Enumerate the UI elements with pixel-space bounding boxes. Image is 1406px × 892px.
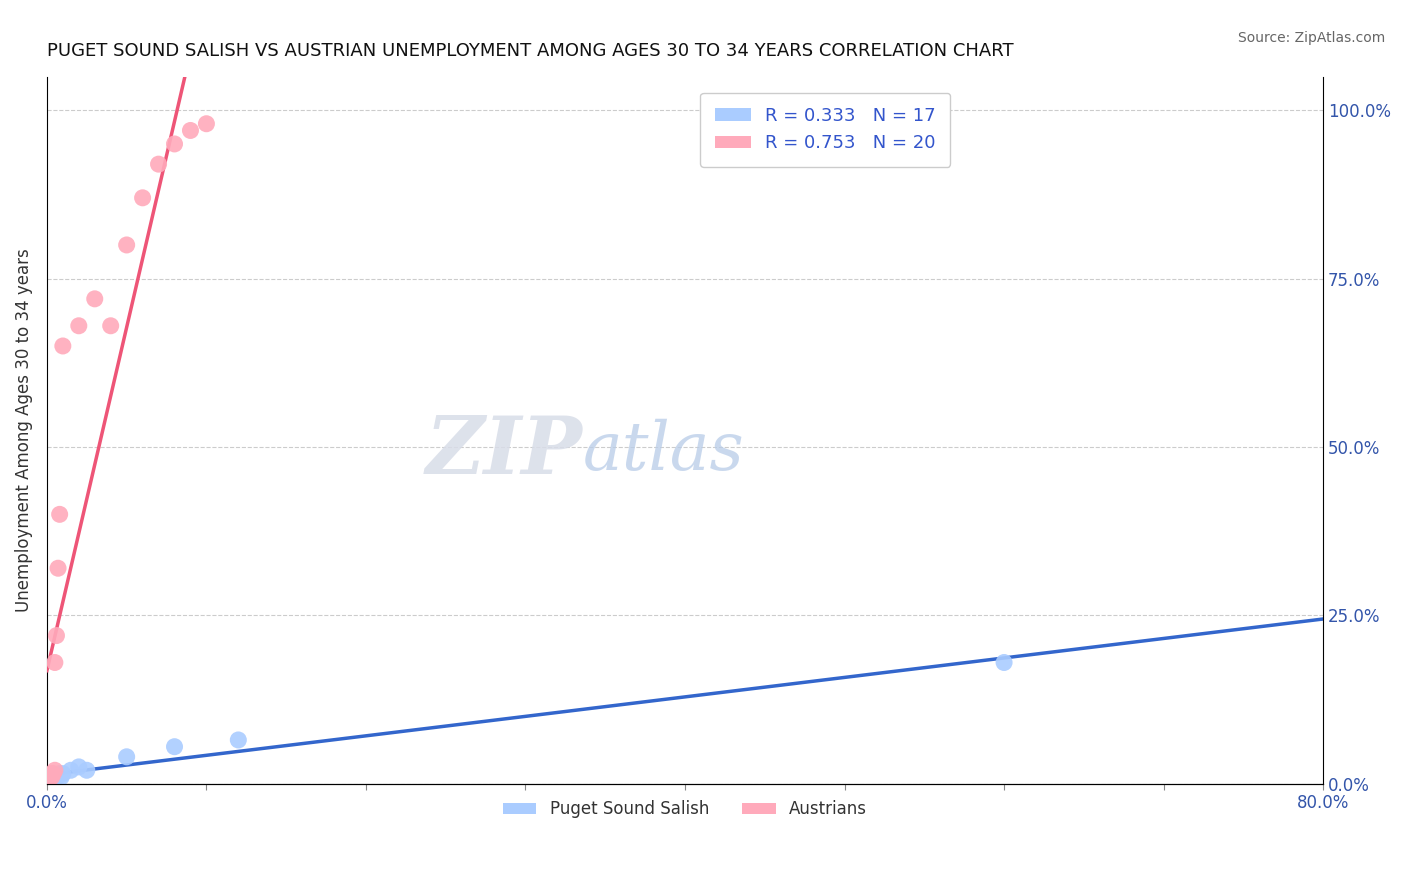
Point bbox=[67, 318, 90, 333]
Point bbox=[76, 764, 98, 778]
Point bbox=[83, 292, 105, 306]
Point bbox=[41, 772, 63, 786]
Point bbox=[42, 770, 65, 784]
Point bbox=[59, 764, 82, 778]
Point bbox=[115, 749, 138, 764]
Point bbox=[131, 191, 153, 205]
Point bbox=[42, 766, 65, 780]
Point bbox=[228, 733, 250, 747]
Point bbox=[39, 770, 62, 784]
Text: PUGET SOUND SALISH VS AUSTRIAN UNEMPLOYMENT AMONG AGES 30 TO 34 YEARS CORRELATIO: PUGET SOUND SALISH VS AUSTRIAN UNEMPLOYM… bbox=[46, 42, 1014, 60]
Point bbox=[41, 770, 63, 784]
Point bbox=[100, 318, 122, 333]
Point bbox=[44, 656, 66, 670]
Point bbox=[37, 773, 59, 788]
Y-axis label: Unemployment Among Ages 30 to 34 years: Unemployment Among Ages 30 to 34 years bbox=[15, 248, 32, 612]
Point bbox=[179, 123, 201, 137]
Point bbox=[45, 770, 67, 784]
Point bbox=[44, 770, 66, 784]
Point bbox=[46, 769, 69, 783]
Point bbox=[48, 766, 70, 780]
Point bbox=[52, 766, 75, 780]
Point bbox=[195, 117, 218, 131]
Point bbox=[993, 656, 1015, 670]
Point bbox=[44, 764, 66, 778]
Point bbox=[39, 773, 62, 788]
Point bbox=[52, 339, 75, 353]
Point bbox=[163, 739, 186, 754]
Legend: Puget Sound Salish, Austrians: Puget Sound Salish, Austrians bbox=[496, 794, 873, 825]
Point bbox=[48, 508, 70, 522]
Point bbox=[51, 770, 73, 784]
Point bbox=[41, 766, 63, 780]
Text: atlas: atlas bbox=[583, 418, 745, 484]
Point bbox=[163, 136, 186, 151]
Text: Source: ZipAtlas.com: Source: ZipAtlas.com bbox=[1237, 31, 1385, 45]
Point bbox=[115, 238, 138, 252]
Point bbox=[148, 157, 170, 171]
Point bbox=[45, 629, 67, 643]
Point bbox=[37, 773, 59, 788]
Point bbox=[67, 760, 90, 774]
Point bbox=[46, 561, 69, 575]
Text: ZIP: ZIP bbox=[426, 413, 583, 490]
